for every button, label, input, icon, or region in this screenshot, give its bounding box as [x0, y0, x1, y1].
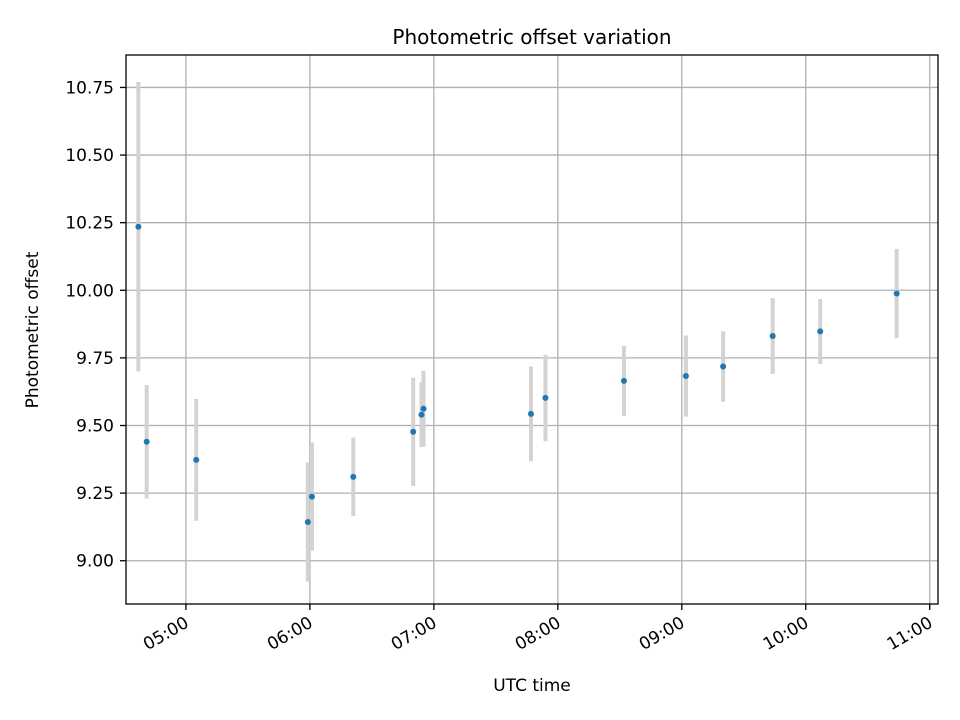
- data-point: [193, 456, 200, 463]
- data-point: [418, 411, 425, 418]
- data-point: [893, 290, 900, 297]
- data-point: [350, 473, 357, 480]
- data-point: [620, 377, 627, 384]
- data-point: [135, 223, 142, 230]
- y-tick-label: 9.00: [76, 552, 114, 572]
- data-point: [143, 438, 150, 445]
- data-point: [410, 428, 417, 435]
- y-tick-label: 10.50: [65, 146, 114, 166]
- data-point: [720, 363, 727, 370]
- data-point: [817, 328, 824, 335]
- y-tick-label: 9.50: [76, 417, 114, 437]
- data-point: [682, 373, 689, 380]
- data-point: [420, 405, 427, 412]
- plot-frame: [125, 54, 939, 605]
- data-point: [542, 394, 549, 401]
- y-tick-label: 9.25: [76, 484, 114, 504]
- data-point: [527, 410, 534, 417]
- y-tick-label: 10.75: [65, 78, 114, 98]
- y-tick-label: 10.25: [65, 214, 114, 234]
- x-axis-label: UTC time: [493, 676, 571, 696]
- data-point: [304, 519, 311, 526]
- data-points: [135, 223, 900, 526]
- data-point: [769, 332, 776, 339]
- y-tick-label: 10.00: [65, 281, 114, 301]
- y-axis-ticks: 9.00 9.25 9.50 9.75 10.00 10.25 10.50 10.75: [65, 78, 126, 572]
- y-axis-label: Photometric offset: [23, 251, 43, 408]
- chart-title: Photometric offset variation: [392, 25, 671, 49]
- grid-lines: [126, 55, 938, 604]
- y-tick-label: 9.75: [76, 349, 114, 369]
- data-point: [308, 493, 315, 500]
